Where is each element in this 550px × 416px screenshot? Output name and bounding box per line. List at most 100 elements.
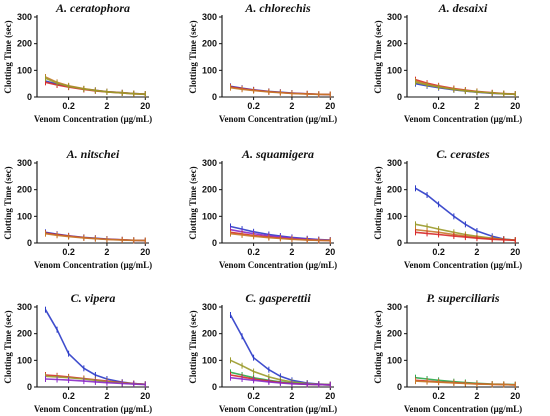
x-tick-label: 0.2 — [432, 247, 445, 257]
y-axis-label: Clotting Time (sec) — [3, 20, 13, 93]
x-axis-label: Venom Concentration (µg/mL) — [219, 114, 337, 124]
y-tick-label: 100 — [202, 211, 217, 221]
x-tick-label: 2 — [474, 101, 479, 111]
panel-7: C. vipera 0 100 200 300 0.2 2 20 Venom Concentra… — [3, 291, 152, 414]
y-axis-label: Clotting Time (sec) — [373, 310, 383, 383]
y-tick-label: 200 — [387, 185, 402, 195]
y-tick-label: 0 — [212, 92, 217, 102]
y-tick-label: 100 — [387, 355, 402, 365]
y-tick-label: 300 — [387, 12, 402, 22]
y-tick-label: 200 — [202, 185, 217, 195]
x-tick-label: 0.2 — [247, 391, 260, 401]
x-tick-label: 0.2 — [62, 101, 75, 111]
y-tick-label: 100 — [17, 355, 32, 365]
x-tick-label: 2 — [474, 247, 479, 257]
x-tick-label: 0.2 — [62, 247, 75, 257]
y-axis-label: Clotting Time (sec) — [188, 20, 198, 93]
x-tick-label: 20 — [140, 391, 150, 401]
y-tick-label: 200 — [17, 39, 32, 49]
panel-3: A. desaixi 0 100 200 300 0.2 2 20 Venom Concentr… — [373, 1, 522, 124]
y-tick-label: 100 — [387, 211, 402, 221]
y-tick-label: 300 — [387, 158, 402, 168]
y-tick-label: 300 — [202, 12, 217, 22]
x-tick-label: 20 — [510, 247, 520, 257]
y-tick-label: 200 — [387, 39, 402, 49]
panel-title: A. squamigera — [241, 147, 314, 161]
y-tick-label: 300 — [17, 302, 32, 312]
y-tick-label: 200 — [202, 39, 217, 49]
y-tick-label: 200 — [17, 329, 32, 339]
x-tick-label: 0.2 — [247, 247, 260, 257]
panel-title: A. nitschei — [66, 147, 120, 161]
panel-title: A. chlorechis — [244, 1, 311, 15]
panel-6: C. cerastes 0 100 200 300 0.2 2 20 Venom Concent… — [373, 147, 522, 270]
x-axis-label: Venom Concentration (µg/mL) — [34, 114, 152, 124]
y-tick-label: 0 — [397, 238, 402, 248]
x-tick-label: 20 — [325, 247, 335, 257]
y-axis-label: Clotting Time (sec) — [3, 166, 13, 239]
panel-title: A. ceratophora — [55, 1, 130, 15]
x-axis-label: Venom Concentration (µg/mL) — [219, 260, 337, 270]
y-tick-label: 300 — [17, 12, 32, 22]
x-tick-label: 2 — [104, 247, 109, 257]
x-axis-label: Venom Concentration (µg/mL) — [219, 404, 337, 414]
y-tick-label: 300 — [202, 158, 217, 168]
y-tick-label: 300 — [17, 158, 32, 168]
y-tick-label: 100 — [17, 65, 32, 75]
x-axis-label: Venom Concentration (µg/mL) — [404, 260, 522, 270]
y-tick-label: 0 — [27, 92, 32, 102]
y-tick-label: 0 — [27, 238, 32, 248]
y-tick-label: 200 — [387, 329, 402, 339]
y-axis-label: Clotting Time (sec) — [373, 20, 383, 93]
x-tick-label: 0.2 — [432, 391, 445, 401]
x-axis-label: Venom Concentration (µg/mL) — [404, 114, 522, 124]
panel-title: A. desaixi — [438, 1, 488, 15]
x-tick-label: 20 — [325, 391, 335, 401]
x-tick-label: 2 — [289, 391, 294, 401]
panel-5: A. squamigera 0 100 200 300 0.2 2 20 Venom Conce… — [188, 147, 337, 270]
y-tick-label: 300 — [202, 302, 217, 312]
y-tick-label: 300 — [387, 302, 402, 312]
y-axis-label: Clotting Time (sec) — [3, 310, 13, 383]
x-tick-label: 0.2 — [247, 101, 260, 111]
y-tick-label: 200 — [17, 185, 32, 195]
panel-title: C. vipera — [71, 291, 116, 305]
x-tick-label: 20 — [510, 391, 520, 401]
y-tick-label: 0 — [27, 382, 32, 392]
x-tick-label: 2 — [104, 101, 109, 111]
y-tick-label: 100 — [387, 65, 402, 75]
panel-1: A. ceratophora 0 100 200 300 0.2 2 20 Venom Conc… — [3, 1, 152, 124]
x-axis-label: Venom Concentration (µg/mL) — [34, 404, 152, 414]
x-tick-label: 20 — [140, 247, 150, 257]
x-axis-label: Venom Concentration (µg/mL) — [404, 404, 522, 414]
y-tick-label: 100 — [202, 65, 217, 75]
x-tick-label: 2 — [474, 391, 479, 401]
y-axis-label: Clotting Time (sec) — [188, 166, 198, 239]
panel-9: P. superciliaris 0 100 200 300 0.2 2 20 Venom Co… — [373, 291, 522, 414]
y-tick-label: 0 — [212, 382, 217, 392]
panel-8: C. gasperettii 0 100 200 300 0.2 2 20 Venom Conc… — [188, 291, 337, 414]
x-tick-label: 2 — [289, 247, 294, 257]
x-tick-label: 20 — [510, 101, 520, 111]
x-tick-label: 20 — [140, 101, 150, 111]
y-tick-label: 0 — [397, 92, 402, 102]
panel-title: C. cerastes — [436, 147, 490, 161]
panel-title: P. superciliaris — [426, 291, 499, 305]
panel-title: C. gasperettii — [245, 291, 311, 305]
x-tick-label: 0.2 — [432, 101, 445, 111]
y-tick-label: 200 — [202, 329, 217, 339]
y-tick-label: 0 — [212, 238, 217, 248]
y-tick-label: 100 — [17, 211, 32, 221]
x-tick-label: 20 — [325, 101, 335, 111]
x-axis-label: Venom Concentration (µg/mL) — [34, 260, 152, 270]
x-tick-label: 0.2 — [62, 391, 75, 401]
y-axis-label: Clotting Time (sec) — [188, 310, 198, 383]
y-tick-label: 100 — [202, 355, 217, 365]
x-tick-label: 2 — [289, 101, 294, 111]
panel-4: A. nitschei 0 100 200 300 0.2 2 20 Venom Concent… — [3, 147, 152, 270]
y-tick-label: 0 — [397, 382, 402, 392]
y-axis-label: Clotting Time (sec) — [373, 166, 383, 239]
x-tick-label: 2 — [104, 391, 109, 401]
panel-2: A. chlorechis 0 100 200 300 0.2 2 20 Venom Conce… — [188, 1, 337, 124]
